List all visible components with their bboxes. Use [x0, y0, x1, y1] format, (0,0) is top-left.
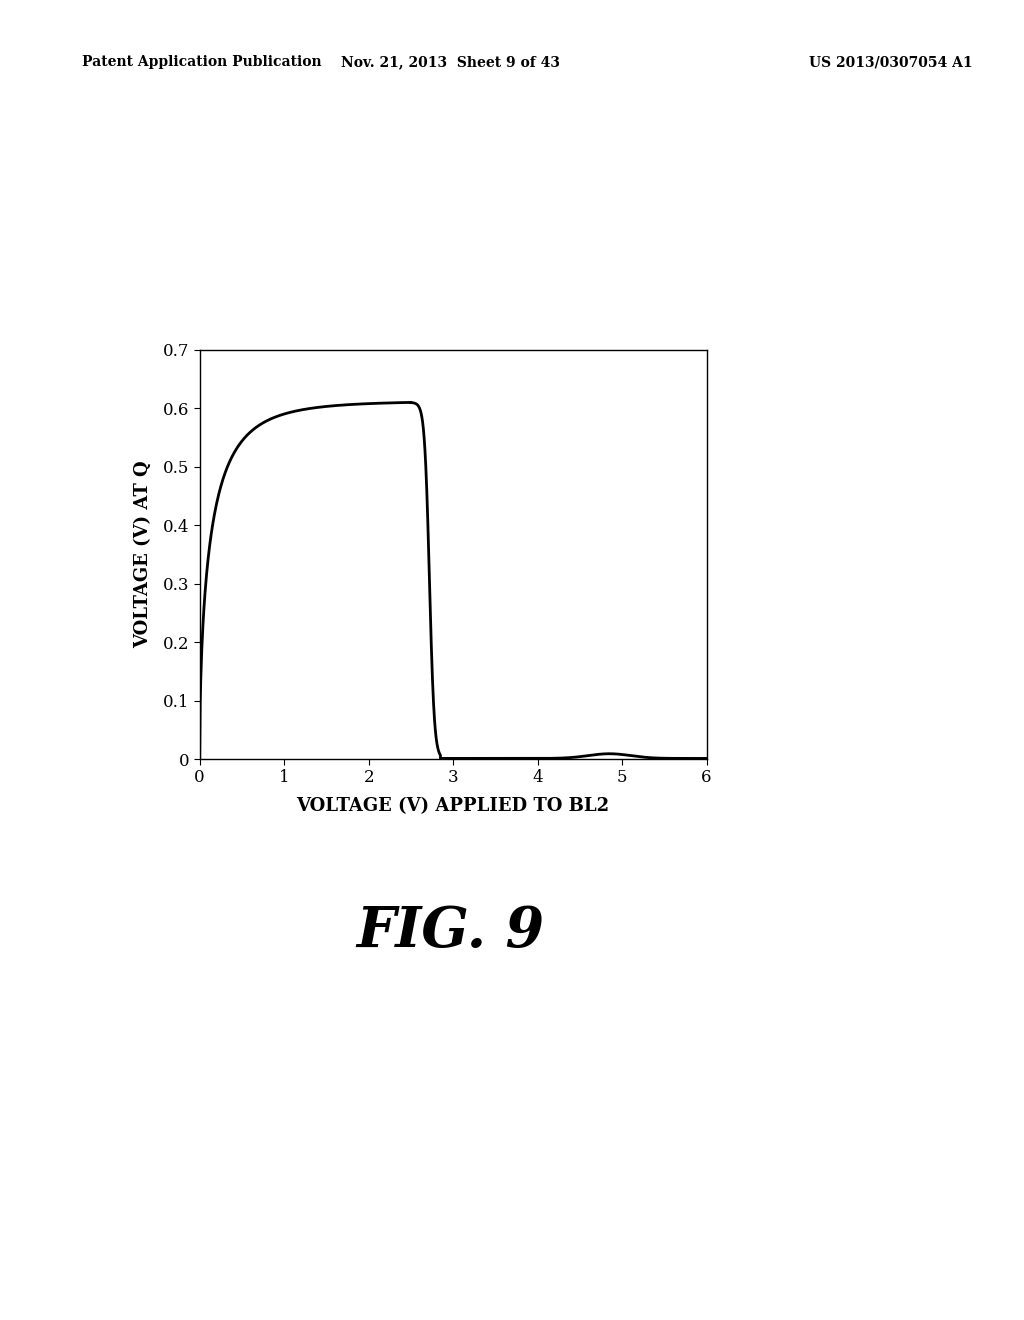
Text: Patent Application Publication: Patent Application Publication — [82, 55, 322, 70]
Y-axis label: VOLTAGE (V) AT Q: VOLTAGE (V) AT Q — [134, 461, 152, 648]
Text: FIG. 9: FIG. 9 — [356, 904, 545, 960]
X-axis label: VOLTAGE (V) APPLIED TO BL2: VOLTAGE (V) APPLIED TO BL2 — [297, 797, 609, 816]
Text: US 2013/0307054 A1: US 2013/0307054 A1 — [809, 55, 973, 70]
Text: Nov. 21, 2013  Sheet 9 of 43: Nov. 21, 2013 Sheet 9 of 43 — [341, 55, 560, 70]
